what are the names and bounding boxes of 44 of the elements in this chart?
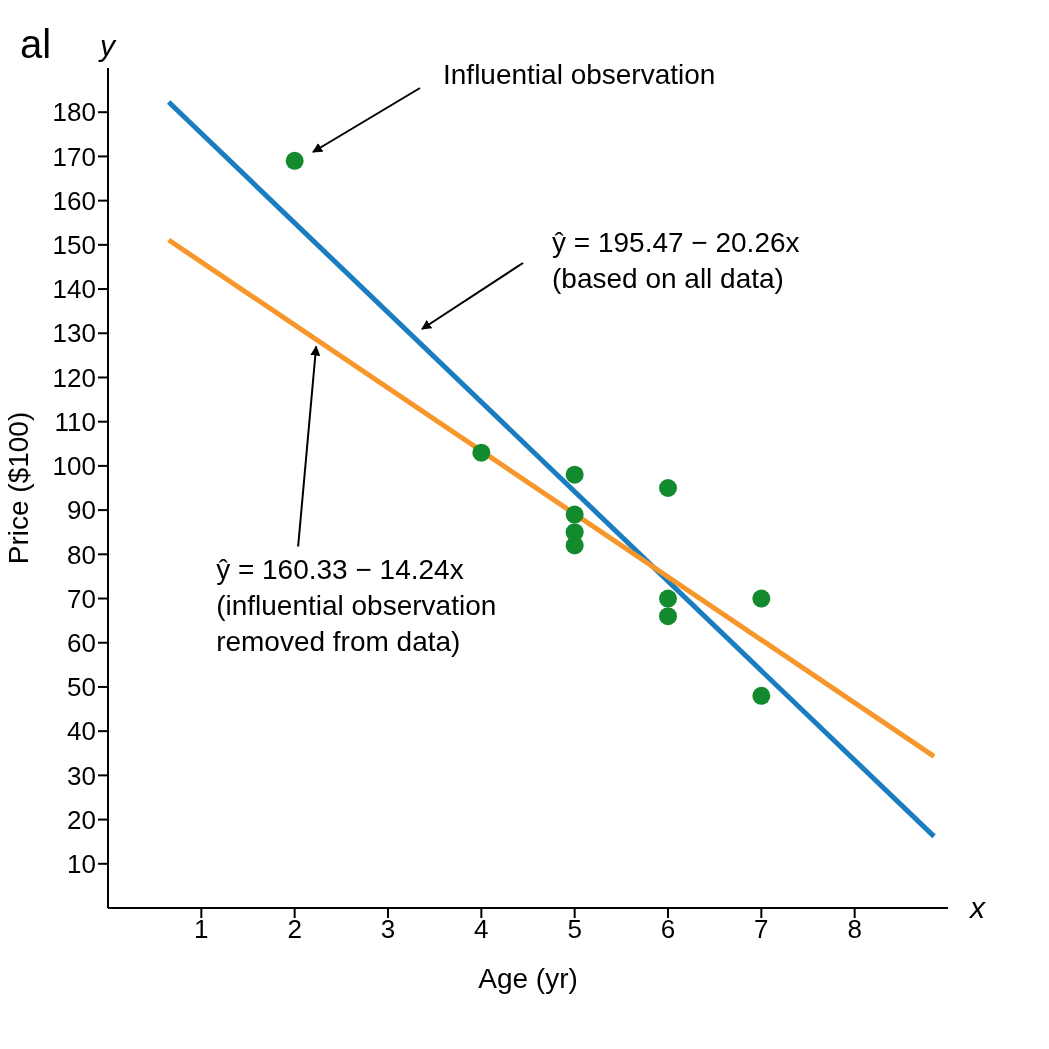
point	[565, 465, 584, 484]
annotation: ŷ = 195.47 − 20.26x (based on all data)	[552, 227, 800, 294]
y-tick-label: 160	[52, 185, 96, 216]
annotation: Influential observation	[443, 59, 716, 90]
y-tick-label: 120	[52, 362, 96, 393]
y-tick-label: 10	[67, 849, 96, 880]
point	[752, 589, 771, 608]
y-axis-title: Price ($100)	[2, 411, 34, 565]
point	[285, 151, 304, 170]
y-tick-label: 90	[67, 495, 96, 526]
y-tick-label: 80	[67, 539, 96, 570]
y-tick-label: 140	[52, 274, 96, 305]
y-tick-label: 30	[67, 760, 96, 791]
point	[752, 686, 771, 705]
annotation: ŷ = 160.33 − 14.24x (influential observation removed from data)	[216, 553, 497, 657]
y-tick-label: 170	[52, 141, 96, 172]
x-tick-label: 3	[380, 914, 396, 945]
point	[472, 443, 491, 462]
y-tick-label: 70	[67, 583, 96, 614]
point	[659, 589, 677, 608]
x-tick-label: 1	[194, 914, 209, 945]
x-tick-label: 2	[287, 914, 302, 945]
y-tick-label: 150	[52, 230, 96, 261]
y-tick-label: 60	[67, 627, 96, 658]
y-tick-label: 40	[67, 716, 96, 747]
x-tick-label: 6	[660, 914, 676, 945]
x-tick-label: 4	[474, 914, 489, 945]
y-tick-label: 180	[52, 97, 96, 128]
x-tick-label: 7	[754, 914, 769, 945]
x-tick-label: 5	[567, 914, 582, 945]
text: x	[968, 891, 986, 924]
y-tick-label: 100	[52, 451, 96, 482]
point	[565, 505, 584, 524]
text: al	[20, 22, 52, 66]
point	[659, 607, 677, 626]
y-tick-label: 130	[52, 318, 96, 349]
x-axis-title: Age (yr)	[478, 963, 578, 994]
point	[659, 479, 677, 497]
y-tick-label: 20	[67, 804, 96, 835]
text: y	[98, 29, 117, 62]
y-tick-label: 110	[54, 406, 96, 437]
x-tick-label: 8	[847, 914, 862, 945]
point	[565, 536, 584, 555]
y-tick-label: 50	[67, 672, 96, 703]
